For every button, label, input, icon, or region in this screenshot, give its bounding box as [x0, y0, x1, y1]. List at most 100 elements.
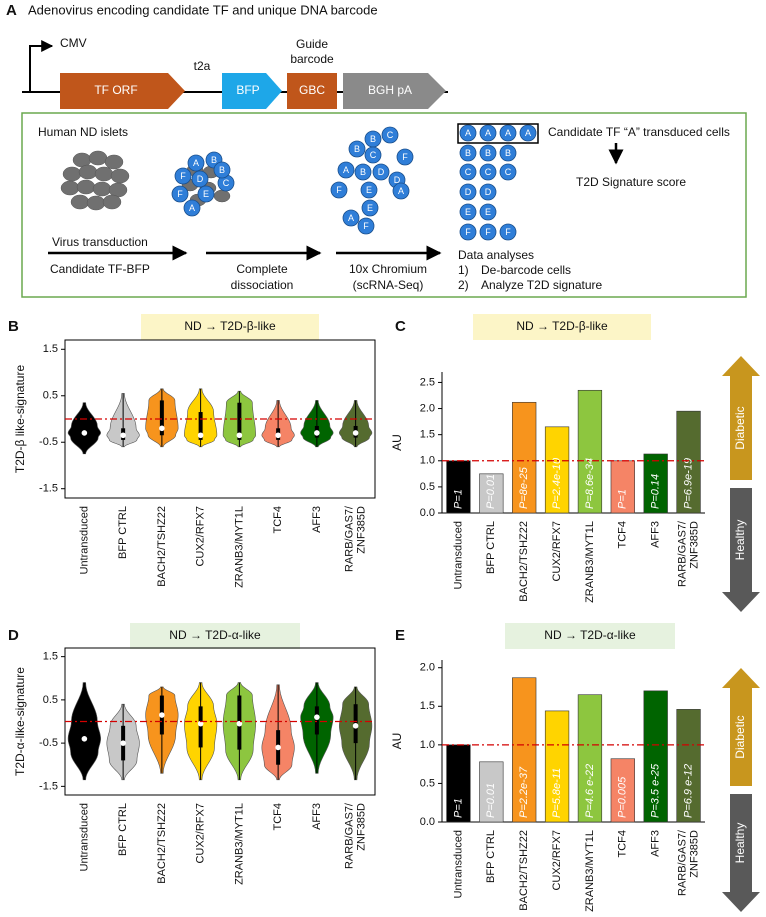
x-tick-label: AFF3 [650, 830, 662, 857]
title-box [473, 314, 651, 340]
bar [643, 690, 668, 823]
analysis-label: Analyze T2D signature [481, 278, 603, 292]
cell-label: A [505, 128, 511, 138]
p-value-label: P=8.6e-34 [584, 458, 596, 509]
p-value-label: P=1 [452, 798, 464, 818]
cell [459, 144, 477, 162]
x-tick-label: TCF4 [272, 506, 284, 534]
bar [512, 401, 537, 514]
cell [392, 182, 410, 200]
violin-median [352, 430, 359, 436]
cell-label: B [370, 134, 376, 144]
y-tick-label: -1.5 [39, 780, 58, 792]
violin-median [81, 735, 88, 742]
bar [512, 677, 537, 823]
p-value-label: P=8e-25 [518, 466, 530, 509]
p-value-label: P=0.01 [485, 474, 497, 509]
cell-label: C [223, 178, 230, 188]
islets-label: Human ND islets [38, 125, 128, 139]
segment-label: TF ORF [94, 83, 137, 97]
cell [459, 183, 477, 201]
cell-label: F [363, 221, 369, 231]
step-label: 10x Chromium [349, 262, 427, 276]
cell-label: B [211, 155, 217, 165]
panel-label: E [395, 627, 405, 644]
segment-label: GBC [299, 83, 325, 97]
x-tick-label: Untransduced [452, 830, 464, 899]
step-label: (scRNA-Seq) [353, 278, 424, 292]
chart-title: ND → T2D-α-like [544, 628, 636, 642]
x-tick-label: BFP CTRL [117, 506, 129, 559]
violin-median [81, 430, 88, 436]
cell-label: A [485, 128, 491, 138]
x-tick-label: ZRANB3/MYT1L [584, 521, 596, 603]
cell-label: C [485, 167, 492, 177]
diabetic-arrow [722, 356, 760, 480]
cell [479, 124, 497, 142]
cell [361, 199, 379, 217]
p-value-label: P=6.9 e-12 [682, 764, 694, 818]
bar [479, 473, 504, 514]
arrow-label: Diabetic [733, 406, 747, 449]
y-tick-label: 1.5 [43, 651, 58, 663]
panel-label: A [6, 2, 17, 19]
promoter-arrow [29, 40, 54, 92]
violin-median [236, 720, 243, 727]
x-tick-label: BACH2/TSHZ22 [518, 830, 530, 911]
bgh-pa [343, 73, 446, 109]
x-tick-label: CUX2/RFX7 [195, 506, 207, 567]
cell [396, 148, 414, 166]
x-tick-label: CUX2/RFX7 [195, 803, 207, 864]
p-value-label: P=2.4e-10 [551, 457, 563, 509]
bfp [222, 73, 282, 109]
violin-median [159, 425, 165, 432]
cell-label: D [394, 175, 401, 185]
y-tick-label: 0.5 [420, 777, 435, 789]
title-box [141, 314, 319, 340]
p-value-label: P=1 [617, 489, 629, 509]
cell [479, 144, 497, 162]
y-tick-label: 2.0 [420, 662, 435, 674]
cell [191, 170, 209, 188]
cell-label: B [465, 148, 471, 158]
x-tick-label: RARB/GAS7/ZNF385D [343, 505, 367, 572]
cell-label: B [360, 167, 366, 177]
cell-label: F [485, 227, 491, 237]
cell-label: E [465, 207, 471, 217]
y-tick-label: 0.0 [420, 816, 435, 828]
cell [187, 154, 205, 172]
transduced-label: Candidate TF “A” transduced cells [548, 125, 730, 139]
y-tick-label: 1.0 [420, 455, 435, 467]
cell [183, 199, 201, 217]
bar [544, 426, 570, 514]
x-tick-label: TCF4 [617, 830, 629, 858]
cell [357, 217, 375, 235]
cell-label: D [465, 187, 472, 197]
chart-title: ND → T2D-β-like [516, 319, 608, 333]
cell-label: B [485, 148, 491, 158]
violin-median [314, 430, 320, 436]
healthy-arrow [722, 794, 760, 912]
cell [337, 161, 355, 179]
x-tick-label: ZRANB3/MYT1L [233, 506, 245, 588]
y-tick-label: 1.0 [420, 739, 435, 751]
cell-label: C [370, 150, 377, 160]
chart-title: ND → T2D-β-like [184, 319, 276, 333]
bar [577, 389, 603, 514]
panel-label: C [395, 318, 406, 335]
p-value-label: P=4.6 e-22 [584, 764, 596, 818]
cell-label: E [367, 203, 373, 213]
cell-label: B [219, 165, 225, 175]
cell [354, 163, 372, 181]
bar [643, 453, 668, 514]
p-value-label: P=5.8e-11 [551, 768, 563, 818]
cell-label: A [343, 165, 349, 175]
y-tick-label: 1.5 [43, 343, 58, 355]
x-tick-label: BACH2/TSHZ22 [518, 521, 530, 602]
islet-icon [60, 150, 130, 211]
cell [348, 140, 366, 158]
cell [213, 161, 231, 179]
x-tick-label: Untransduced [452, 521, 464, 590]
step-label: Candidate TF-BFP [50, 262, 150, 276]
violin-median [159, 712, 165, 718]
